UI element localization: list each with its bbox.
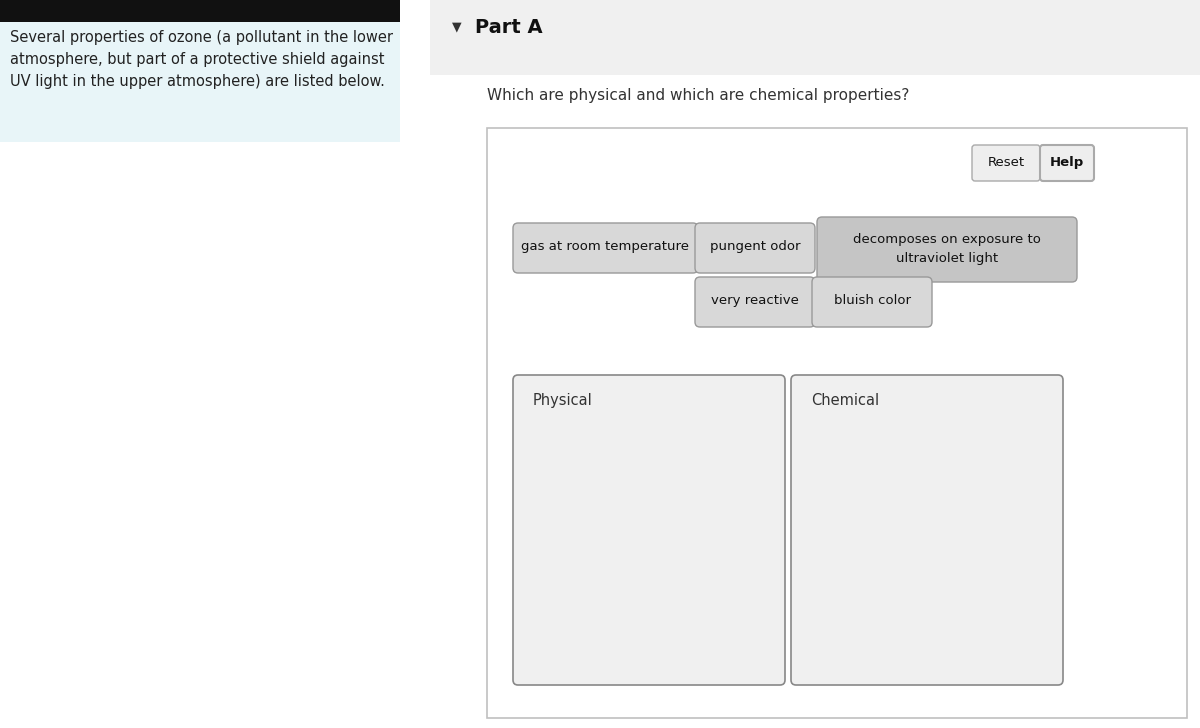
Text: bluish color: bluish color — [834, 294, 911, 307]
FancyBboxPatch shape — [817, 217, 1078, 282]
Bar — [430, 0, 1200, 80]
Bar — [0, 0, 400, 22]
Bar — [430, 75, 1200, 728]
FancyBboxPatch shape — [695, 223, 815, 273]
Text: Reset: Reset — [988, 156, 1025, 169]
Text: Chemical: Chemical — [811, 393, 880, 408]
Text: ▼: ▼ — [452, 20, 462, 33]
Bar — [430, 0, 1200, 75]
FancyBboxPatch shape — [812, 277, 932, 327]
FancyBboxPatch shape — [972, 145, 1040, 181]
Text: pungent odor: pungent odor — [709, 240, 800, 253]
Text: Part A: Part A — [475, 18, 542, 37]
Text: Physical: Physical — [533, 393, 593, 408]
FancyBboxPatch shape — [514, 223, 698, 273]
Text: Several properties of ozone (a pollutant in the lower
atmosphere, but part of a : Several properties of ozone (a pollutant… — [10, 30, 394, 90]
Bar — [430, 0, 1200, 1]
Bar — [430, 0, 1200, 728]
FancyBboxPatch shape — [514, 375, 785, 685]
FancyBboxPatch shape — [695, 277, 815, 327]
Text: very reactive: very reactive — [712, 294, 799, 307]
FancyBboxPatch shape — [791, 375, 1063, 685]
Bar — [0, 22, 400, 142]
Text: Help: Help — [1050, 156, 1084, 169]
Text: gas at room temperature: gas at room temperature — [521, 240, 689, 253]
Bar — [487, 128, 1187, 718]
Text: decomposes on exposure to
ultraviolet light: decomposes on exposure to ultraviolet li… — [853, 233, 1040, 265]
FancyBboxPatch shape — [1040, 145, 1094, 181]
Text: Which are physical and which are chemical properties?: Which are physical and which are chemica… — [487, 88, 910, 103]
